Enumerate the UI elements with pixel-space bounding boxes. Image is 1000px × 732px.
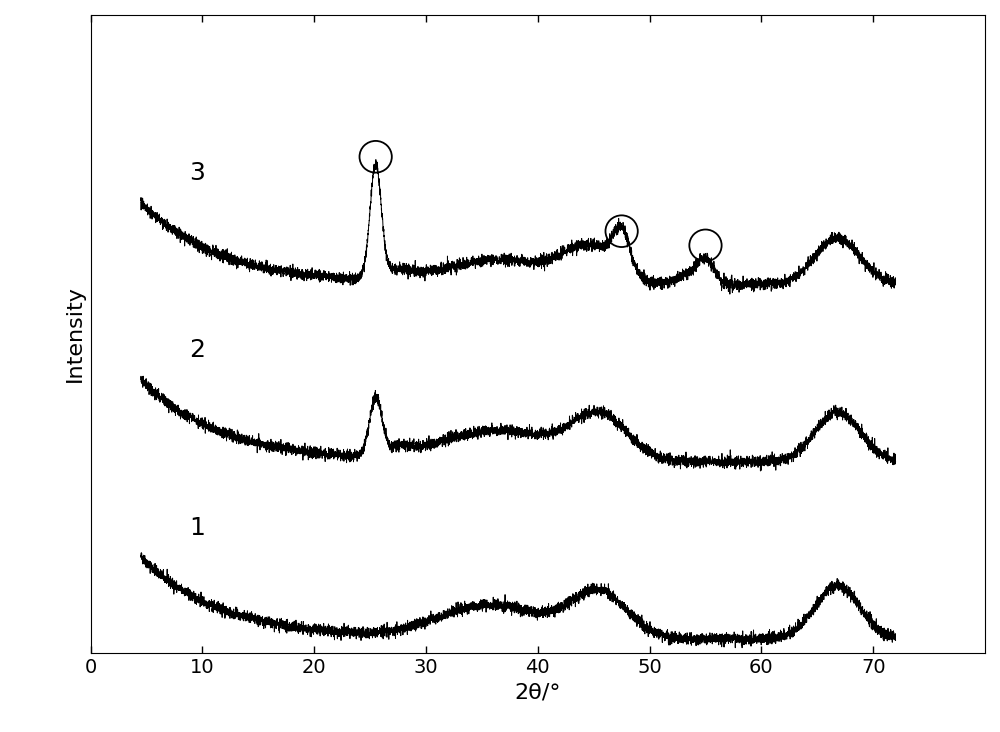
X-axis label: 2θ/°: 2θ/° xyxy=(515,682,561,703)
Y-axis label: Intensity: Intensity xyxy=(65,285,85,382)
Text: 1: 1 xyxy=(189,515,205,539)
Text: 2: 2 xyxy=(189,338,205,362)
Text: 3: 3 xyxy=(189,161,205,185)
